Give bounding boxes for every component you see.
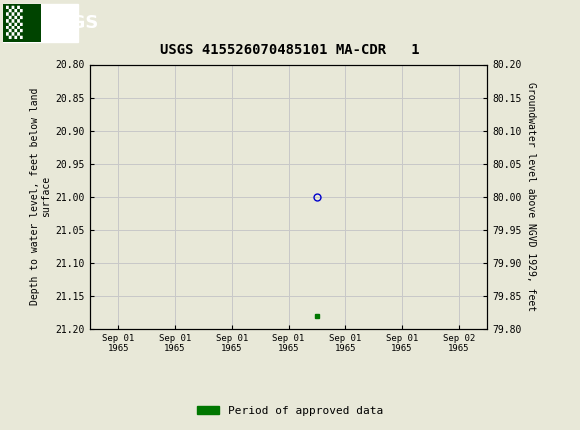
Y-axis label: Depth to water level, feet below land
surface: Depth to water level, feet below land su… — [30, 88, 52, 305]
Bar — [3, 3, 78, 42]
Bar — [3, 3, 41, 42]
Legend: Period of approved data: Period of approved data — [193, 401, 387, 420]
Text: ▒: ▒ — [6, 6, 23, 39]
Text: USGS: USGS — [44, 14, 99, 31]
Text: USGS 415526070485101 MA-CDR   1: USGS 415526070485101 MA-CDR 1 — [160, 43, 420, 57]
Y-axis label: Groundwater level above NGVD 1929, feet: Groundwater level above NGVD 1929, feet — [525, 82, 535, 311]
